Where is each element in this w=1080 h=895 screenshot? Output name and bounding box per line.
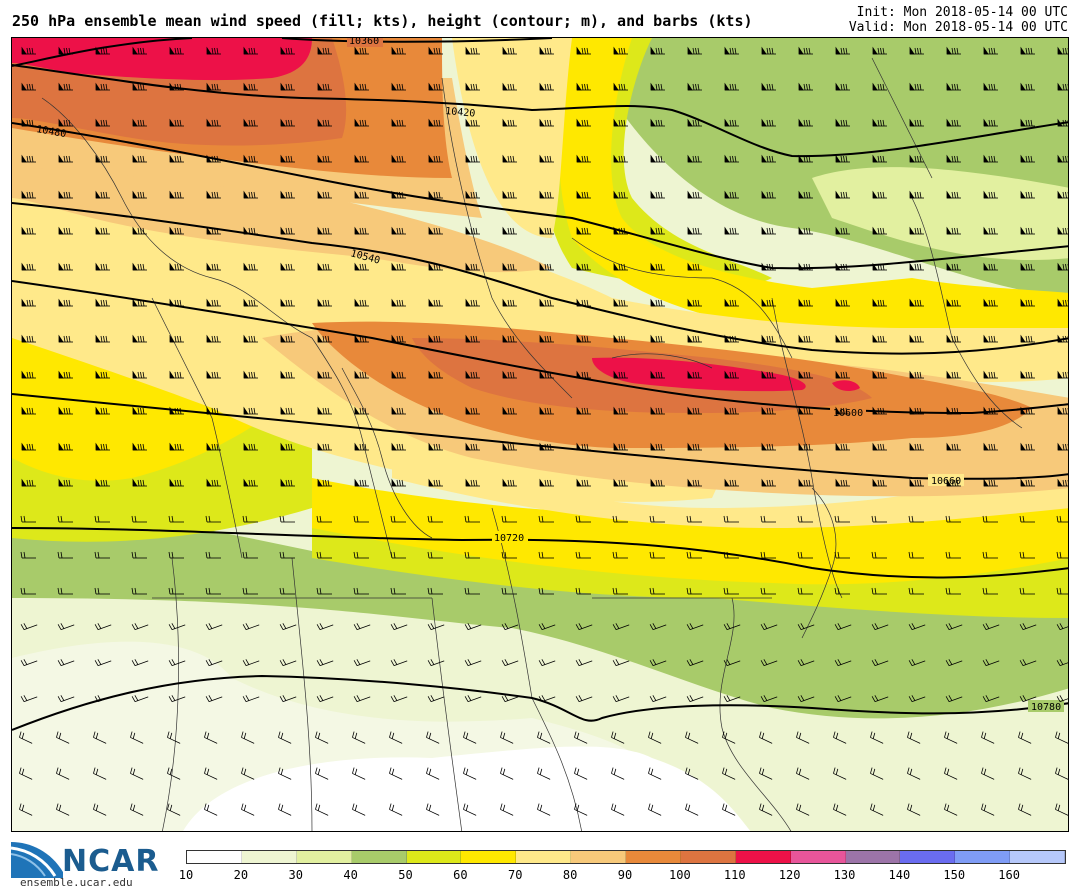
colorbar-tick-label: 150 (943, 868, 965, 882)
colorbar-tick-label: 20 (234, 868, 248, 882)
colorbar-segment (242, 851, 297, 863)
map-canvas: 10360 10420 10480 10540 10600 10660 1072… (12, 38, 1069, 832)
map-title: 250 hPa ensemble mean wind speed (fill; … (12, 12, 753, 30)
run-time-info: Init: Mon 2018-05-14 00 UTC Valid: Mon 2… (849, 5, 1068, 35)
colorbar-segment (681, 851, 736, 863)
colorbar-tick-label: 130 (834, 868, 856, 882)
colorbar-segment (407, 851, 462, 863)
barb-feather (1068, 264, 1069, 270)
colorbar-tick-label: 10 (179, 868, 193, 882)
colorbar-segment (955, 851, 1010, 863)
colorbar-tick-label: 90 (618, 868, 632, 882)
colorbar-tick-label: 140 (889, 868, 911, 882)
colorbar-labels: 10 20 30 40 50 60 70 80 90 100 110 120 130 140 150 160 (186, 868, 1066, 884)
barb-feather (1068, 372, 1069, 378)
barb-feather (1068, 156, 1069, 162)
logo-url: ensemble.ucar.edu (20, 876, 133, 889)
colorbar-tick-label: 100 (669, 868, 691, 882)
colorbar-tick-label: 160 (998, 868, 1020, 882)
barb-feather (1068, 48, 1069, 54)
barb-feather (1068, 192, 1069, 198)
barb-feather (1068, 120, 1069, 126)
barb-feather (1068, 480, 1069, 486)
colorbar-tick-label: 30 (289, 868, 303, 882)
contour-label-10360: 10360 (349, 38, 379, 47)
colorbar-segment (187, 851, 242, 863)
colorbar-segment (461, 851, 516, 863)
logo-swoosh (11, 842, 63, 878)
barb-feather (1068, 444, 1069, 450)
logo-wordmark: NCAR (62, 844, 159, 879)
colorbar-segment (846, 851, 901, 863)
colorbar-segment (516, 851, 571, 863)
colorbar-tick-label: 110 (724, 868, 746, 882)
colorbar-segment (571, 851, 626, 863)
barb-feather (1068, 300, 1069, 306)
colorbar-tick-label: 60 (453, 868, 467, 882)
colorbar (186, 850, 1066, 864)
colorbar-segment (791, 851, 846, 863)
wind-speed-map: 10360 10420 10480 10540 10600 10660 1072… (11, 37, 1069, 832)
colorbar-tick-label: 40 (343, 868, 357, 882)
barb-feather (1068, 408, 1069, 414)
barb-feather (1068, 228, 1069, 234)
colorbar-segment (1010, 851, 1065, 863)
colorbar-tick-label: 50 (398, 868, 412, 882)
contour-label-10660: 10660 (931, 476, 961, 487)
valid-time: Valid: Mon 2018-05-14 00 UTC (849, 20, 1068, 35)
colorbar-tick-label: 70 (508, 868, 522, 882)
contour-label-10720: 10720 (494, 533, 524, 544)
barb-feather (1068, 336, 1069, 342)
colorbar-tick-label: 80 (563, 868, 577, 882)
colorbar-segment (352, 851, 407, 863)
colorbar-segment (297, 851, 352, 863)
init-time: Init: Mon 2018-05-14 00 UTC (849, 5, 1068, 20)
colorbar-tick-label: 120 (779, 868, 801, 882)
contour-label-10780: 10780 (1031, 702, 1061, 713)
colorbar-segment (900, 851, 955, 863)
colorbar-segment (626, 851, 681, 863)
barb-feather (1068, 84, 1069, 90)
colorbar-segment (736, 851, 791, 863)
